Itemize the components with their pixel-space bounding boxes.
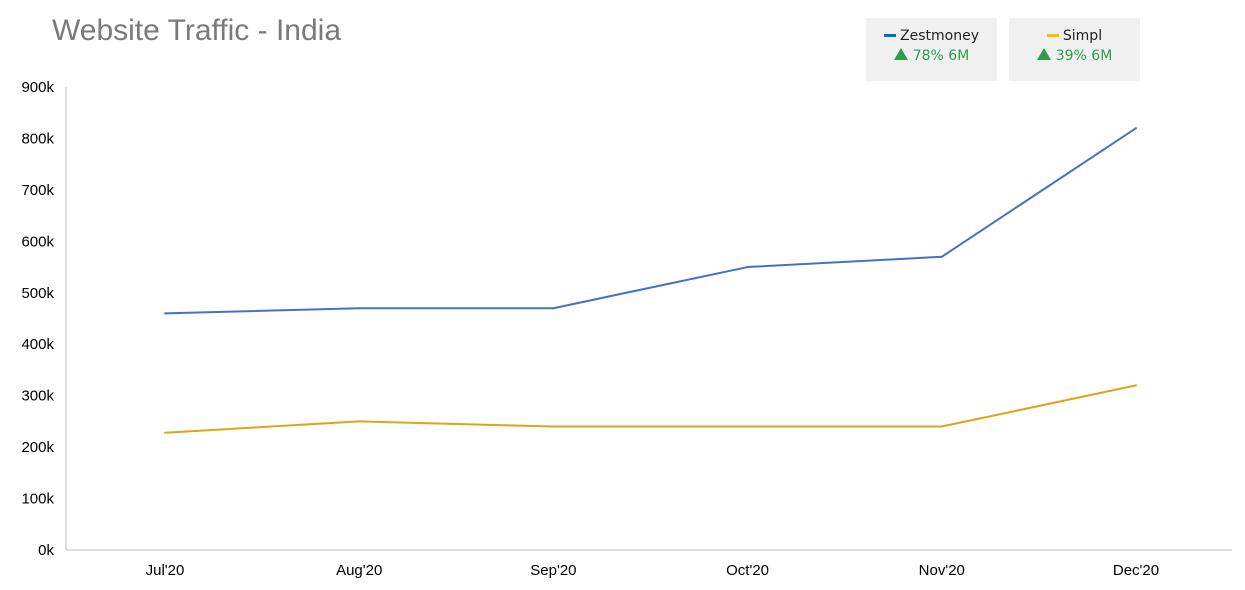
data-point-zestmoney [358, 307, 361, 310]
x-tick-label: Aug'20 [336, 562, 382, 579]
data-point-simpl [1135, 384, 1137, 387]
y-tick-label: 500k [21, 285, 54, 302]
data-point-simpl [940, 425, 943, 428]
series-line-simpl [164, 384, 1137, 434]
y-tick-label: 800k [21, 130, 54, 147]
y-tick-label: 300k [21, 388, 54, 405]
x-tick-label: Dec'20 [1113, 562, 1159, 579]
legend-item-simpl: Simpl 39% 6M [1009, 18, 1140, 81]
x-tick-label: Oct'20 [726, 562, 769, 579]
kpi-value: 78% 6M [912, 48, 970, 64]
legend-swatch-icon [1046, 33, 1059, 37]
x-tick-label: Jul'20 [146, 562, 185, 579]
data-point-simpl [358, 420, 361, 423]
data-point-zestmoney [746, 266, 749, 269]
legend-item-zestmoney: Zestmoney 78% 6M [866, 18, 997, 81]
data-point-zestmoney [552, 307, 555, 310]
data-point-simpl [164, 431, 166, 434]
x-tick-label: Sep'20 [530, 562, 576, 579]
y-tick-label: 700k [21, 182, 54, 199]
triangle-up-icon [893, 48, 908, 60]
chart-title: Website Traffic - India [52, 14, 342, 47]
data-point-simpl [746, 425, 749, 428]
y-tick-label: 400k [21, 336, 54, 353]
y-tick-label: 100k [21, 491, 54, 508]
data-point-zestmoney [1135, 127, 1137, 130]
kpi-value: 39% 6M [1055, 48, 1113, 64]
triangle-up-icon [1036, 48, 1051, 60]
legend-label: Simpl [1062, 28, 1103, 44]
data-point-zestmoney [164, 312, 166, 315]
series-line-zestmoney [164, 127, 1137, 315]
legend-label: Zestmoney [900, 28, 979, 44]
y-tick-label: 900k [21, 79, 54, 96]
y-tick-label: 0k [38, 542, 54, 559]
legend-swatch-icon [884, 33, 897, 37]
data-point-simpl [552, 425, 555, 428]
y-tick-label: 200k [21, 439, 54, 456]
y-tick-label: 600k [21, 233, 54, 250]
x-tick-label: Nov'20 [919, 562, 965, 579]
data-point-zestmoney [940, 255, 943, 258]
